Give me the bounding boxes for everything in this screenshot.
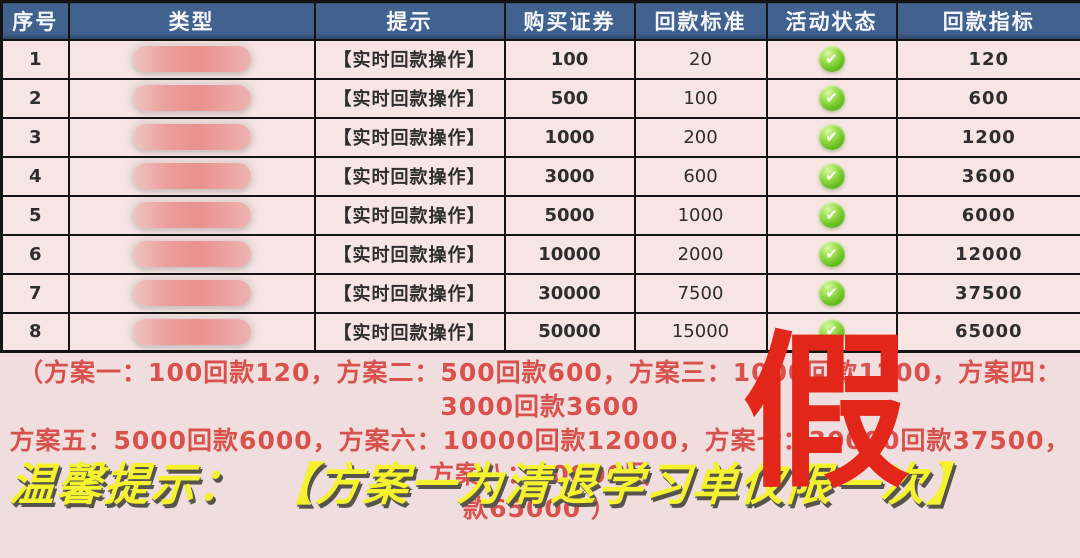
header-activity-status: 活动状态 bbox=[765, 0, 898, 41]
green-check-icon: ✔ bbox=[818, 85, 845, 111]
cell-return-standard: 200 bbox=[633, 116, 768, 158]
redaction-blob bbox=[132, 241, 251, 267]
cell-return-target: 3600 bbox=[895, 155, 1080, 197]
cell-tip: 【实时回款操作】 bbox=[313, 311, 506, 353]
green-check-icon: ✔ bbox=[818, 318, 845, 345]
cell-buy-amount: 500 bbox=[503, 77, 636, 119]
green-check-icon: ✔ bbox=[818, 202, 845, 228]
cell-tip: 【实时回款操作】 bbox=[313, 272, 506, 314]
cell-buy-amount: 30000 bbox=[503, 272, 636, 314]
cell-return-standard: 15000 bbox=[633, 311, 768, 353]
redaction-blob bbox=[132, 163, 251, 189]
cell-tip: 【实时回款操作】 bbox=[313, 194, 506, 236]
table-row: 1 【实时回款操作】 100 20 ✔ 120 bbox=[0, 38, 1080, 80]
table-header-row: 序号 类型 提示 购买证券 回款标准 活动状态 回款指标 bbox=[0, 0, 1080, 41]
cell-activity-status: ✔ bbox=[765, 155, 898, 197]
table-row: 6 【实时回款操作】 10000 2000 ✔ 12000 bbox=[0, 233, 1080, 275]
cell-type-redacted bbox=[67, 311, 316, 353]
green-check-icon: ✔ bbox=[818, 280, 845, 306]
cell-return-standard: 2000 bbox=[633, 233, 768, 275]
cell-return-standard: 600 bbox=[633, 155, 768, 197]
cell-type-redacted bbox=[67, 77, 316, 119]
cell-return-target: 120 bbox=[895, 38, 1080, 80]
cell-activity-status: ✔ bbox=[765, 272, 898, 314]
cell-type-redacted bbox=[67, 38, 316, 80]
cell-serial: 2 bbox=[0, 77, 70, 119]
plan-notes: （方案一：100回款120，方案二：500回款600，方案三：1000回款120… bbox=[0, 356, 1080, 526]
redaction-blob bbox=[132, 46, 251, 72]
green-check-icon: ✔ bbox=[818, 163, 845, 189]
cell-activity-status: ✔ bbox=[765, 311, 898, 353]
cell-serial: 1 bbox=[0, 38, 70, 80]
redaction-blob bbox=[132, 124, 251, 150]
table-body: 1 【实时回款操作】 100 20 ✔ 120 2 【实时回款操作】 500 1… bbox=[0, 38, 1080, 353]
cell-serial: 4 bbox=[0, 155, 70, 197]
header-return-standard: 回款标准 bbox=[633, 0, 768, 41]
cell-return-target: 65000 bbox=[895, 311, 1080, 353]
cell-activity-status: ✔ bbox=[765, 233, 898, 275]
redaction-blob bbox=[132, 318, 251, 345]
redaction-blob bbox=[132, 202, 251, 228]
cell-activity-status: ✔ bbox=[765, 77, 898, 119]
table-row: 5 【实时回款操作】 5000 1000 ✔ 6000 bbox=[0, 194, 1080, 236]
header-tip: 提示 bbox=[313, 0, 506, 41]
green-check-icon: ✔ bbox=[818, 124, 845, 150]
cell-buy-amount: 100 bbox=[503, 38, 636, 80]
cell-serial: 6 bbox=[0, 233, 70, 275]
plan-notes-line1: （方案一：100回款120，方案二：500回款600，方案三：1000回款120… bbox=[18, 358, 1062, 421]
cell-type-redacted bbox=[67, 116, 316, 158]
table-row: 3 【实时回款操作】 1000 200 ✔ 1200 bbox=[0, 116, 1080, 158]
cell-tip: 【实时回款操作】 bbox=[313, 77, 506, 119]
cell-type-redacted bbox=[67, 194, 316, 236]
cell-serial: 5 bbox=[0, 194, 70, 236]
cell-return-target: 1200 bbox=[895, 116, 1080, 158]
cell-tip: 【实时回款操作】 bbox=[313, 233, 506, 275]
cell-return-standard: 1000 bbox=[633, 194, 768, 236]
cell-return-standard: 100 bbox=[633, 77, 768, 119]
repayment-plan-table: 序号 类型 提示 购买证券 回款标准 活动状态 回款指标 1 【实时回款操作】 … bbox=[0, 0, 1080, 353]
table-row: 7 【实时回款操作】 30000 7500 ✔ 37500 bbox=[0, 272, 1080, 314]
cell-tip: 【实时回款操作】 bbox=[313, 116, 506, 158]
cell-buy-amount: 1000 bbox=[503, 116, 636, 158]
cell-type-redacted bbox=[67, 233, 316, 275]
header-return-target: 回款指标 bbox=[895, 0, 1080, 41]
cell-activity-status: ✔ bbox=[765, 116, 898, 158]
header-serial: 序号 bbox=[0, 0, 70, 41]
cell-tip: 【实时回款操作】 bbox=[313, 38, 506, 80]
table-row: 2 【实时回款操作】 500 100 ✔ 600 bbox=[0, 77, 1080, 119]
cell-serial: 3 bbox=[0, 116, 70, 158]
cell-return-target: 12000 bbox=[895, 233, 1080, 275]
cell-buy-amount: 10000 bbox=[503, 233, 636, 275]
header-type: 类型 bbox=[67, 0, 316, 41]
cell-buy-amount: 50000 bbox=[503, 311, 636, 353]
plan-notes-line3: 款65000 ） bbox=[463, 494, 617, 523]
redaction-blob bbox=[132, 85, 251, 111]
cell-type-redacted bbox=[67, 155, 316, 197]
cell-return-target: 6000 bbox=[895, 194, 1080, 236]
plan-notes-line2: 方案五：5000回款6000，方案六：10000回款12000，方案七：3000… bbox=[9, 426, 1071, 489]
cell-buy-amount: 5000 bbox=[503, 194, 636, 236]
cell-activity-status: ✔ bbox=[765, 194, 898, 236]
redaction-blob bbox=[132, 280, 251, 306]
cell-tip: 【实时回款操作】 bbox=[313, 155, 506, 197]
cell-serial: 7 bbox=[0, 272, 70, 314]
cell-serial: 8 bbox=[0, 311, 70, 353]
green-check-icon: ✔ bbox=[818, 241, 845, 267]
fake-stamp-watermark: 假 bbox=[742, 315, 910, 511]
cell-return-target: 37500 bbox=[895, 272, 1080, 314]
cell-activity-status: ✔ bbox=[765, 38, 898, 80]
cell-type-redacted bbox=[67, 272, 316, 314]
table-row: 4 【实时回款操作】 3000 600 ✔ 3600 bbox=[0, 155, 1080, 197]
table-header: 序号 类型 提示 购买证券 回款标准 活动状态 回款指标 bbox=[0, 0, 1080, 41]
cell-return-target: 600 bbox=[895, 77, 1080, 119]
green-check-icon: ✔ bbox=[818, 46, 845, 72]
table-row: 8 【实时回款操作】 50000 15000 ✔ 65000 bbox=[0, 311, 1080, 353]
header-buy-securities: 购买证券 bbox=[503, 0, 636, 41]
cell-return-standard: 20 bbox=[633, 38, 768, 80]
cell-buy-amount: 3000 bbox=[503, 155, 636, 197]
cell-return-standard: 7500 bbox=[633, 272, 768, 314]
